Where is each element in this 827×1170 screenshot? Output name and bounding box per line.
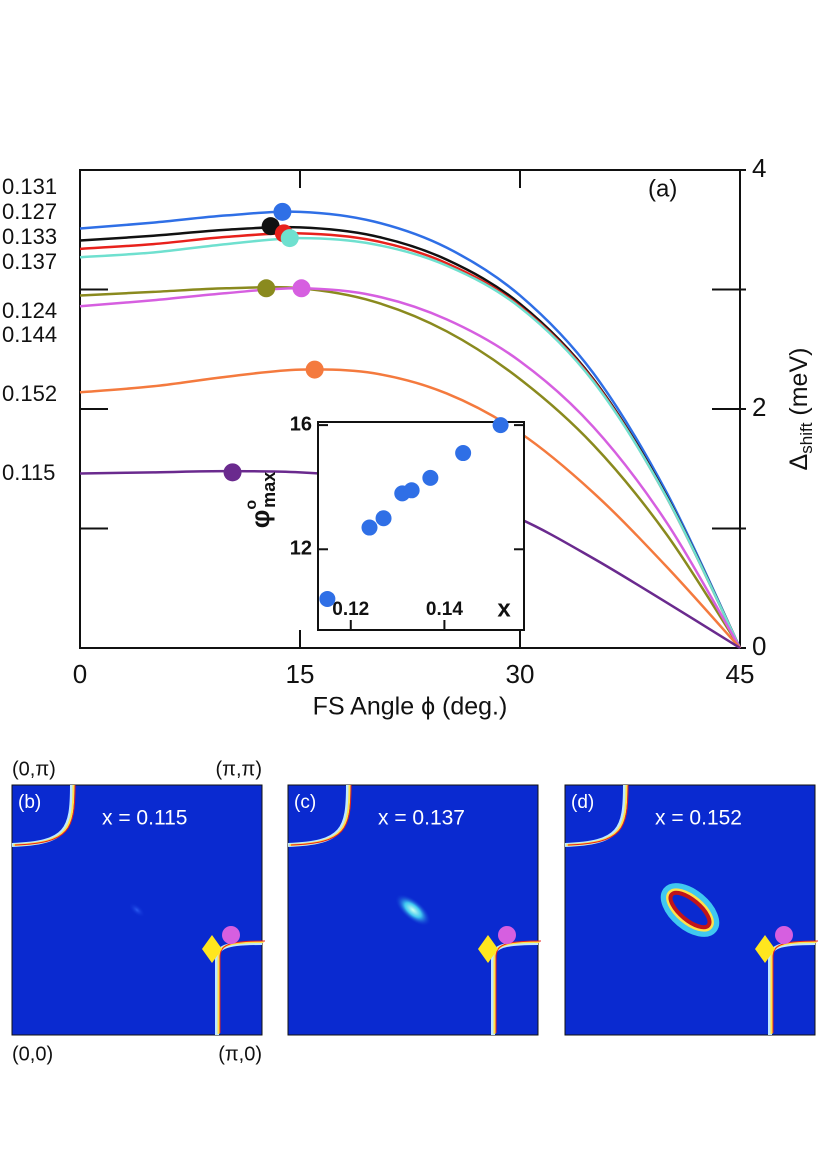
legend-label: 0.127 [2,199,57,224]
inset-point [403,482,420,499]
corner-label: (π,π) [216,758,262,780]
series-line [79,236,742,649]
fermi-arc [495,940,542,1033]
inset-point [455,445,472,462]
series-line [79,285,742,649]
fermi-arc [772,940,819,1033]
inset-point [422,469,439,486]
panel-label: (b) [18,792,41,813]
fermi-arc [290,784,352,846]
inset-x-tick-label: 0.14 [426,599,463,620]
inset-y-tick-label: 12 [290,538,312,560]
legend-label: 0.137 [2,249,57,274]
y-axis-label: Δshift (meV) [785,348,817,471]
legend-label: 0.144 [2,322,57,347]
y-tick-label: 4 [752,153,766,183]
pocket [660,883,720,937]
inset-point [361,519,378,536]
legend-label: 0.124 [2,298,57,323]
legend-label: 0.115 [2,460,55,485]
inset-y-label-sup: o [243,500,260,510]
diamond-marker [202,935,222,963]
inset-y-label-sub: max [259,472,279,508]
fermi-arc [567,784,629,846]
inset-point [375,510,392,527]
panel-label: (c) [294,792,316,813]
peak-marker [257,279,276,298]
inset-x-label: x [497,595,511,622]
panel-text: x = 0.137 [378,807,465,830]
y-tick-label: 2 [752,392,766,422]
corner-label: (π,0) [218,1043,262,1065]
peak-marker [305,360,324,379]
fermi-arc [14,784,76,846]
panel-text: x = 0.115 [102,807,187,830]
diamond-marker [478,935,498,963]
x-tick-label: 45 [726,659,755,689]
x-tick-label: 15 [286,659,315,689]
dot-marker [775,926,793,944]
series-line [79,210,742,649]
inset-y-label: φomax [243,472,279,528]
y-axis-label-text: Δshift (meV) [785,348,817,471]
inset-frame [317,421,525,631]
inset-point [319,590,336,607]
y-tick-label: 0 [752,631,766,661]
series-line [79,287,742,649]
legend-label: 0.133 [2,224,57,249]
inset-y-tick-label: 16 [290,413,312,435]
corner-label: (0,0) [12,1043,53,1065]
dot-marker [498,926,516,944]
x-tick-label: 0 [73,659,87,689]
panel-label: (a) [648,175,677,202]
pocket [128,902,146,918]
pocket [394,893,432,927]
series-line [79,368,741,649]
peak-marker [292,279,311,298]
x-tick-label: 30 [506,659,535,689]
inset-y-label-symbol: φ [245,510,275,529]
legend-label: 0.131 [2,174,57,199]
panel-text: x = 0.152 [655,807,742,830]
dot-marker [222,926,240,944]
peak-marker [223,463,242,482]
peak-marker [261,217,280,236]
diamond-marker [755,935,775,963]
x-axis-label: FS Angle ϕ (deg.) [313,693,508,721]
inset-point [492,417,509,434]
legend-label: 0.152 [2,381,57,406]
inset-x-tick-label: 0.12 [332,599,369,620]
peak-marker [280,229,299,248]
pocket [668,890,712,930]
fermi-arc [219,940,266,1033]
corner-label: (0,π) [12,758,56,780]
peak-marker [273,202,292,221]
panel-label: (d) [571,792,594,813]
